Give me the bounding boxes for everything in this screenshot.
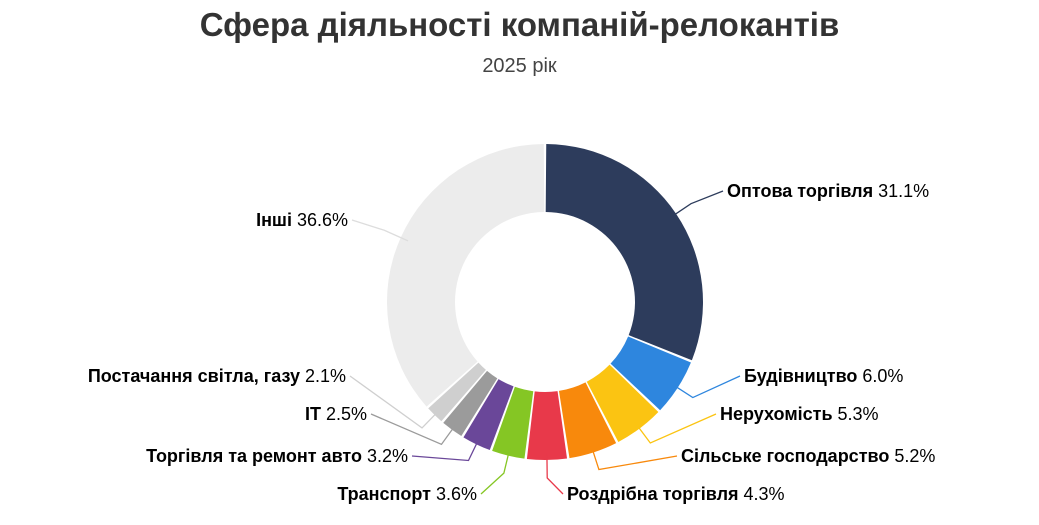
slice-9	[387, 144, 545, 407]
connector-line-3	[590, 444, 678, 471]
slice-0	[545, 144, 703, 361]
data-label-3: Сільське господарство 5.2%	[681, 446, 935, 466]
data-label-0: Оптова торгівля 31.1%	[727, 181, 929, 201]
data-label-6: Торгівля та ремонт авто 3.2%	[146, 446, 408, 466]
data-label-1: Будівництво 6.0%	[744, 366, 903, 386]
slice-7	[443, 370, 498, 437]
chart-title: Сфера діяльності компаній-релокантів	[199, 6, 840, 43]
connector-line-4	[546, 451, 564, 495]
slice-3	[558, 382, 617, 459]
slice-1	[610, 336, 691, 411]
data-label-5: Транспорт 3.6%	[337, 484, 477, 504]
slice-2	[586, 364, 659, 442]
slice-6	[463, 379, 514, 451]
data-label-9: Інші 36.6%	[256, 210, 348, 230]
connector-line-2	[634, 413, 717, 444]
data-label-7: IT 2.5%	[305, 404, 367, 424]
connector-line-9	[351, 219, 409, 242]
connector-line-0	[669, 190, 724, 219]
connector-line-7	[370, 413, 458, 446]
data-label-8: Постачання світла, газу 2.1%	[88, 366, 346, 386]
chart-subtitle: 2025 рік	[482, 55, 557, 77]
connector-line-6	[411, 436, 481, 462]
data-label-4: Роздрібна торгівля 4.3%	[567, 484, 785, 504]
data-label-2: Нерухомість 5.3%	[720, 404, 879, 424]
connector-line-8	[349, 375, 441, 429]
connector-line-5	[480, 447, 511, 495]
slice-8	[428, 362, 486, 422]
slice-4	[526, 391, 568, 461]
slice-5	[492, 386, 534, 459]
connector-line-1	[670, 375, 741, 399]
